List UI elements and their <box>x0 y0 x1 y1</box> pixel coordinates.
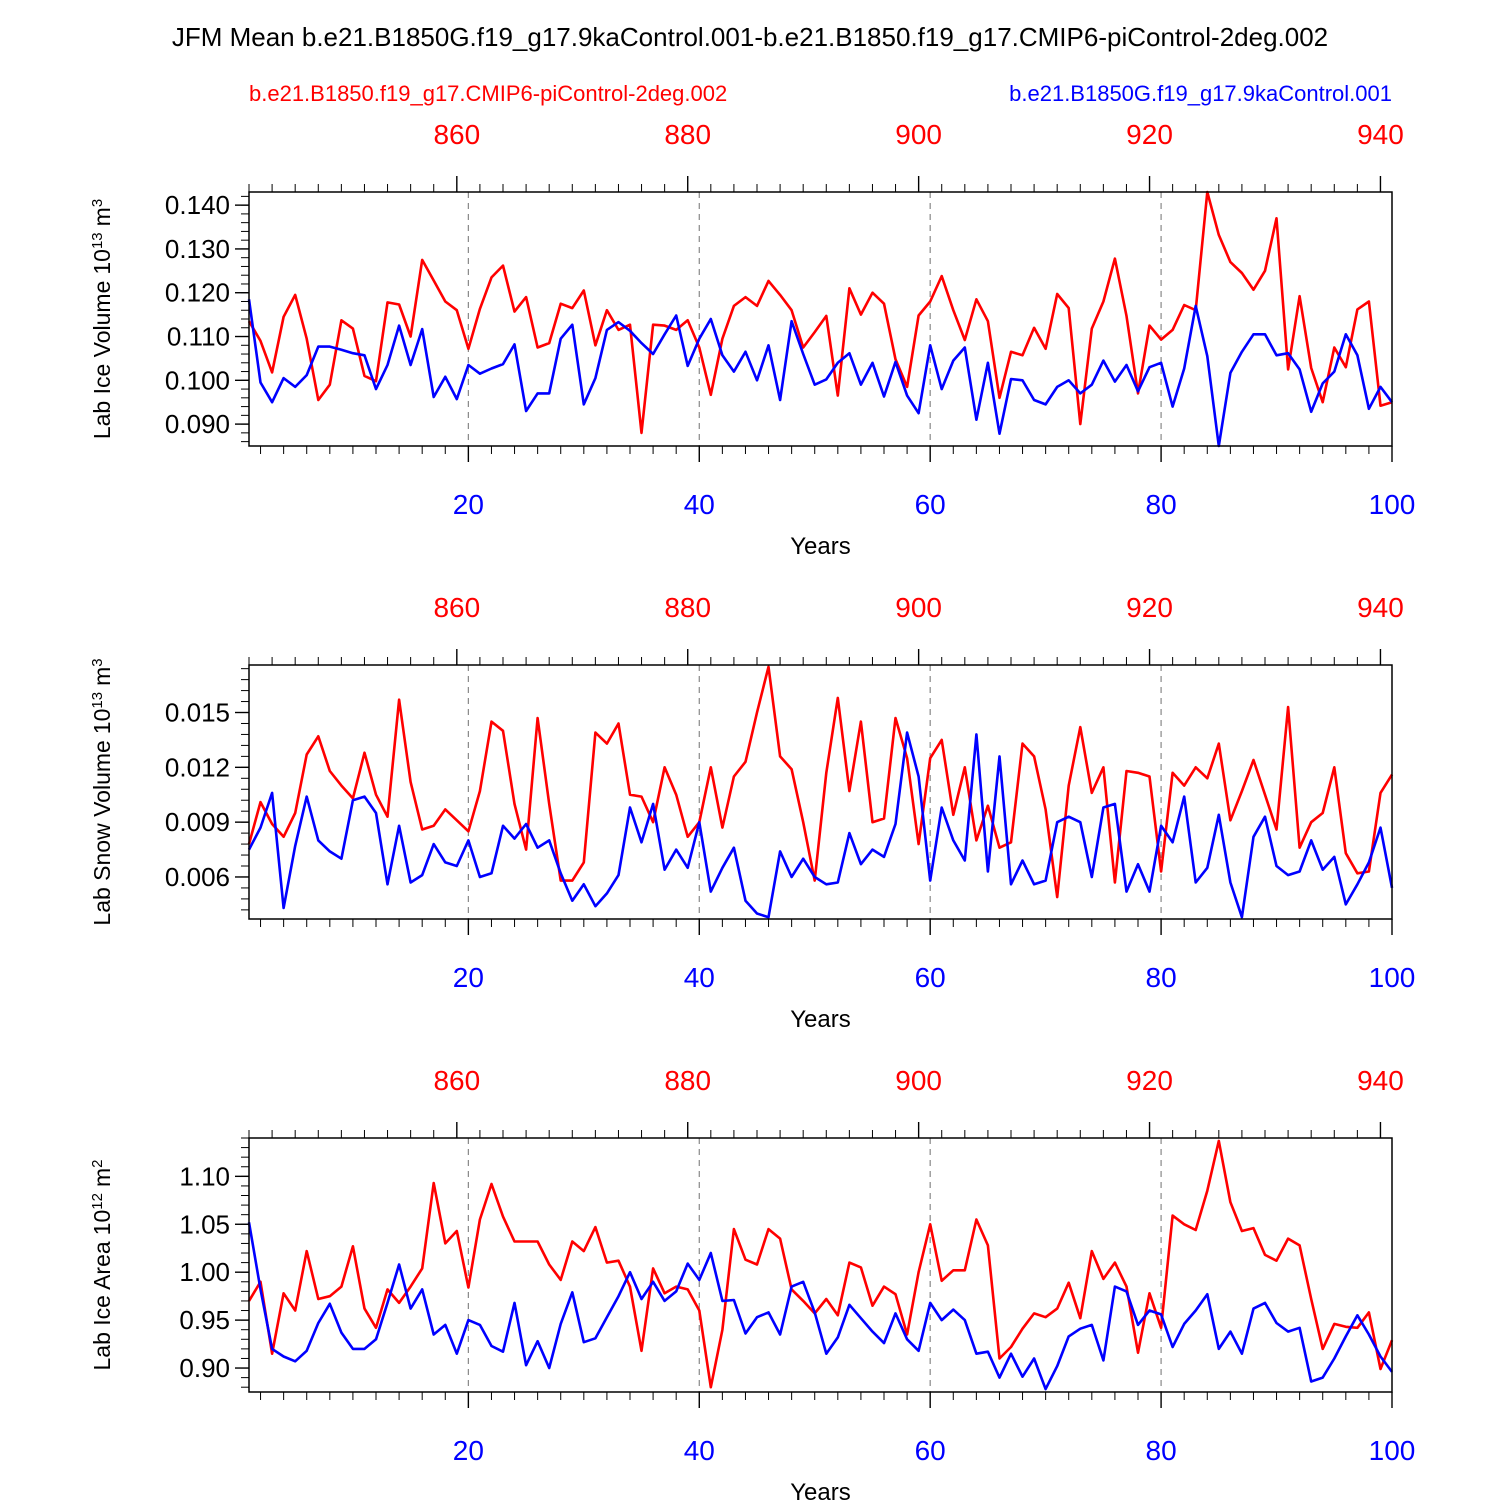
y-axis-label-yunit-suffix-exp: 2 <box>89 1160 106 1168</box>
panel-lab-ice-volume: 0.090 0.100 0.110 0.120 0.130 0.140 20 40 60 80 10… <box>89 119 1416 560</box>
y-axis-label-yunit-base: 10 <box>89 709 115 735</box>
y-axis-label-yunit-suffix-exp: 3 <box>89 199 106 207</box>
y-axis-label-yunit-base: 10 <box>89 1210 115 1236</box>
y-axis-label: Lab Ice Volume 1013 m3 <box>89 199 116 439</box>
y-axis-label-ylabel: Lab Snow Volume <box>89 740 115 925</box>
series-line-picontrol <box>247 665 1394 899</box>
top-x-tick-label: 920 <box>1126 592 1173 623</box>
y-axis-label-yunit-suffix: m <box>89 667 115 686</box>
x-tick-label: 80 <box>1146 489 1177 520</box>
y-axis-label-yunit-suffix: m <box>89 1168 115 1187</box>
y-axis-label-yunit-suffix: m <box>89 207 115 226</box>
top-x-tick-label: 860 <box>433 119 480 150</box>
top-x-tick-label: 940 <box>1357 1065 1404 1096</box>
x-tick-label: 60 <box>915 962 946 993</box>
panel-lab-snow-volume: 0.006 0.009 0.012 0.015 20 40 60 80 100 860 880 900… <box>89 592 1416 1033</box>
x-axis-label: Years <box>790 533 851 560</box>
y-tick-label: 0.012 <box>165 752 230 782</box>
plot-frame <box>248 191 1393 447</box>
plot-frame <box>248 664 1393 920</box>
y-tick-label: 0.95 <box>179 1305 230 1335</box>
y-tick-label: 0.006 <box>165 862 230 892</box>
y-tick-label: 0.110 <box>167 322 230 352</box>
x-tick-label: 20 <box>453 489 484 520</box>
x-tick-label: 40 <box>684 1435 715 1466</box>
top-x-tick-label: 880 <box>664 592 711 623</box>
top-x-tick-label: 900 <box>895 592 942 623</box>
y-axis-label: Lab Snow Volume 1013 m3 <box>89 658 116 925</box>
y-tick-label: 0.130 <box>165 234 230 264</box>
top-x-tick-label: 880 <box>664 1065 711 1096</box>
figure-title: JFM Mean b.e21.B1850G.f19_g17.9kaControl… <box>172 22 1328 52</box>
y-tick-label: 0.120 <box>165 278 230 308</box>
series-line-9kacontrol <box>247 1222 1394 1391</box>
y-tick-label: 1.10 <box>179 1161 230 1191</box>
x-tick-label: 20 <box>453 962 484 993</box>
x-tick-label: 20 <box>453 1435 484 1466</box>
y-axis-label-yunit-exp: 12 <box>89 1193 106 1210</box>
series-line-9kacontrol <box>247 299 1394 448</box>
top-x-tick-label: 900 <box>895 1065 942 1096</box>
y-axis-label-yunit-exp: 13 <box>89 232 106 249</box>
y-tick-label: 0.140 <box>165 190 230 220</box>
y-tick-label: 1.05 <box>179 1209 230 1239</box>
x-tick-label: 40 <box>684 489 715 520</box>
top-x-tick-label: 940 <box>1357 592 1404 623</box>
x-tick-label: 100 <box>1369 1435 1416 1466</box>
y-axis-label-yunit-suffix-exp: 3 <box>89 658 106 666</box>
y-tick-label: 0.090 <box>165 409 230 439</box>
y-tick-label: 0.100 <box>165 365 230 395</box>
y-tick-label: 0.009 <box>165 807 230 837</box>
series-line-9kacontrol <box>247 731 1394 919</box>
series-line-picontrol <box>247 1139 1394 1389</box>
y-axis-label-ylabel: Lab Ice Volume <box>89 281 115 440</box>
top-x-tick-label: 880 <box>664 119 711 150</box>
y-axis-label: Lab Ice Area 1012 m2 <box>89 1160 116 1371</box>
y-tick-label: 1.00 <box>179 1257 230 1287</box>
x-tick-label: 60 <box>915 489 946 520</box>
x-axis-label: Years <box>790 1479 851 1500</box>
y-tick-label: 0.015 <box>165 698 230 728</box>
x-tick-label: 40 <box>684 962 715 993</box>
panel-lab-ice-area: 0.90 0.95 1.00 1.05 1.10 20 40 60 80 100 860 880 900… <box>89 1065 1416 1500</box>
legend-entry-9kacontrol: b.e21.B1850G.f19_g17.9kaControl.001 <box>1009 81 1392 106</box>
top-x-tick-label: 920 <box>1126 119 1173 150</box>
top-x-tick-label: 940 <box>1357 119 1404 150</box>
x-tick-label: 100 <box>1369 962 1416 993</box>
series-line-picontrol <box>247 190 1393 435</box>
y-axis-label-yunit-exp: 13 <box>89 692 106 709</box>
top-x-tick-label: 900 <box>895 119 942 150</box>
x-tick-label: 100 <box>1369 489 1416 520</box>
legend-entry-picontrol: b.e21.B1850.f19_g17.CMIP6-piControl-2deg… <box>249 81 727 106</box>
y-axis-label-yunit-base: 10 <box>89 249 115 275</box>
top-x-tick-label: 920 <box>1126 1065 1173 1096</box>
plot-frame <box>248 1137 1393 1393</box>
top-x-tick-label: 860 <box>433 592 480 623</box>
y-tick-label: 0.90 <box>179 1353 230 1383</box>
x-tick-label: 80 <box>1146 1435 1177 1466</box>
x-tick-label: 80 <box>1146 962 1177 993</box>
x-axis-label: Years <box>790 1006 851 1033</box>
y-axis-label-ylabel: Lab Ice Area <box>89 1241 115 1370</box>
x-tick-label: 60 <box>915 1435 946 1466</box>
top-x-tick-label: 860 <box>433 1065 480 1096</box>
